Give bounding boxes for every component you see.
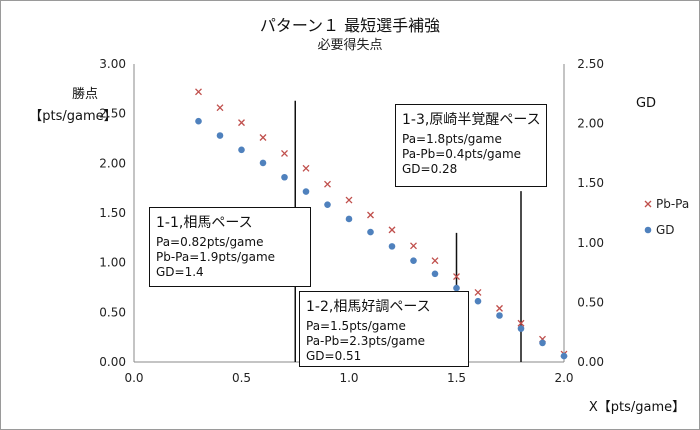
- pb-pa-point: [431, 257, 439, 265]
- gd-point: [560, 352, 568, 360]
- x-tick-label: 2.0: [554, 371, 573, 385]
- annotation-line: GD=0.51: [306, 349, 362, 363]
- y2-axis-label: GD: [636, 96, 656, 111]
- legend: Pb-Pa GD: [644, 197, 689, 237]
- y2-tick-label: 0.50: [577, 295, 604, 309]
- y-tick-label: 1.00: [99, 256, 126, 270]
- pb-pa-point: [259, 134, 267, 141]
- gd-point: [259, 159, 267, 167]
- y2-tick-label: 2.00: [577, 117, 604, 131]
- y-axis-label-line2: 【pts/game】: [29, 109, 116, 124]
- legend-label: GD: [656, 223, 675, 237]
- gd-point: [431, 270, 439, 278]
- gd-point: [388, 243, 396, 250]
- y2-tick-label: 1.00: [577, 236, 604, 250]
- y-tick-label: 0.50: [99, 305, 126, 319]
- chart-title: パターン１ 最短選手補強: [260, 16, 440, 35]
- y-tick-label: 0.00: [99, 355, 126, 369]
- gd-point: [453, 284, 460, 292]
- x-tick-label: 1.0: [339, 371, 358, 385]
- pb-pa-point: [216, 104, 224, 112]
- pb-pa-point: [345, 196, 353, 204]
- gd-point: [324, 201, 331, 208]
- x-tick-label: 0.5: [232, 371, 251, 385]
- pb-pa-point: [474, 289, 482, 296]
- y-tick-label: 2.50: [99, 107, 126, 121]
- annotation-heading: 1-3,原崎半覚醒ペース: [402, 112, 541, 128]
- pb-pa-point: [238, 119, 245, 127]
- y-axis-label-line1: 勝点: [72, 87, 98, 102]
- annotation-line: Pa-Pb=2.3pts/game: [306, 334, 426, 348]
- y2-tick-label: 0.00: [577, 355, 604, 369]
- pb-pa-point: [195, 88, 202, 96]
- gd-point: [238, 146, 245, 154]
- gd-point: [539, 339, 546, 347]
- pb-pa-point: [496, 304, 503, 312]
- y2-tick-label: 2.50: [577, 57, 604, 71]
- annotation-heading: 1-2,相馬好調ペース: [306, 299, 431, 315]
- chart-subtitle: 必要得失点: [317, 37, 382, 53]
- pb-pa-point: [517, 319, 525, 327]
- gd-point: [474, 297, 482, 305]
- annotation-line: Pa-Pb=0.4pts/game: [402, 147, 522, 161]
- pb-pa-point: [367, 211, 374, 219]
- pb-pa-point: [302, 164, 310, 172]
- y2-tick-label: 1.50: [577, 176, 604, 190]
- annotation-box-1-1: 1-1,相馬ペース Pa=0.82pts/game Pb-Pa=1.9pts/g…: [149, 207, 311, 287]
- x-axis-label: X【pts/game】: [589, 400, 685, 415]
- annotation-line: GD=0.28: [402, 162, 458, 176]
- gd-point: [345, 215, 353, 223]
- legend-marker-circle: [644, 226, 652, 234]
- gd-point: [410, 257, 417, 264]
- annotation-line: GD=1.4: [156, 265, 204, 279]
- gd-point: [216, 132, 224, 139]
- y-tick-label: 3.00: [99, 57, 126, 71]
- annotation-line: Pa=1.8pts/game: [402, 132, 502, 146]
- gd-point: [281, 173, 288, 181]
- annotation-line: Pb-Pa=1.9pts/game: [156, 250, 276, 264]
- pb-pa-point: [410, 242, 417, 250]
- gd-point: [302, 188, 310, 195]
- legend-marker-x: [644, 200, 652, 208]
- pb-pa-point: [324, 180, 331, 188]
- gd-point: [367, 228, 374, 236]
- x-tick-label: 1.5: [447, 371, 466, 385]
- pb-pa-point: [388, 226, 396, 234]
- x-tick-label: 0.0: [124, 371, 143, 385]
- gd-point: [517, 325, 525, 332]
- pb-pa-point: [281, 149, 288, 157]
- annotation-box-1-2: 1-2,相馬好調ペース Pa=1.5pts/game Pa-Pb=2.3pts/…: [299, 291, 469, 367]
- annotation-line: Pa=0.82pts/game: [156, 235, 264, 249]
- pb-pa-point: [453, 273, 460, 281]
- gd-point: [496, 312, 503, 319]
- data-marks-group: [195, 88, 568, 360]
- legend-label: Pb-Pa: [656, 197, 689, 211]
- y-tick-label: 1.50: [99, 206, 126, 220]
- annotation-box-1-3: 1-3,原崎半覚醒ペース Pa=1.8pts/game Pa-Pb=0.4pts…: [395, 104, 547, 187]
- annotation-heading: 1-1,相馬ペース: [156, 215, 253, 231]
- y-tick-label: 2.00: [99, 156, 126, 170]
- annotation-line: Pa=1.5pts/game: [306, 319, 406, 333]
- tick-labels-group: 0.000.501.001.502.002.503.000.000.501.00…: [99, 57, 604, 385]
- gd-point: [195, 117, 202, 125]
